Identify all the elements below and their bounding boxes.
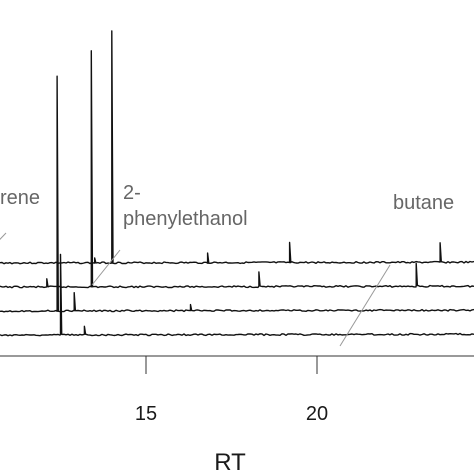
x-axis: 15 20 (0, 355, 474, 425)
x-axis-title: RT (214, 449, 246, 474)
x-tick-label: 20 (306, 403, 328, 425)
chromatogram-trace (0, 75, 474, 313)
peak-annotations: rene 2- phenylethanol butane (0, 182, 454, 347)
annotation-leader-line (0, 232, 7, 240)
annotation-leader-line (91, 249, 121, 286)
peak-annotation: butane (339, 192, 454, 347)
annotation-label: phenylethanol (123, 208, 248, 230)
chromatogram-traces (0, 30, 474, 337)
chromatogram-trace (0, 30, 474, 265)
annotation-label: 2- (123, 182, 141, 204)
annotation-label: rene (0, 187, 40, 209)
annotation-leader-line (339, 264, 391, 347)
peak-annotation: 2- phenylethanol (91, 182, 248, 286)
chromatogram-trace (0, 50, 474, 289)
peak-annotation: rene (0, 187, 40, 240)
annotation-label: butane (393, 192, 454, 214)
chromatogram-trace (0, 253, 474, 337)
x-tick-label: 15 (135, 403, 157, 425)
